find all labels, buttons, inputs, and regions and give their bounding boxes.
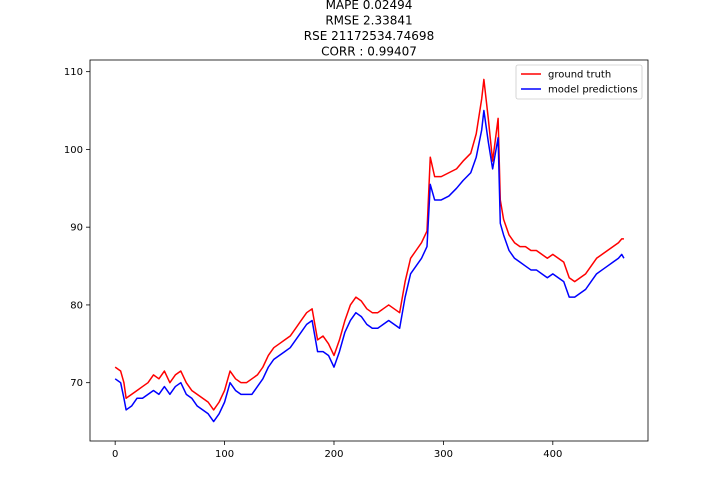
- axes-frame: [89, 59, 649, 442]
- y-axis: 70 80 90 100 110: [64, 67, 90, 389]
- title-line: CORR : 0.99407: [321, 45, 417, 59]
- y-tick-label: 110: [64, 67, 83, 78]
- series-line-ground-truth: [114, 78, 624, 411]
- x-tick-label: 100: [215, 449, 234, 460]
- series-line-model-predictions: [114, 109, 625, 423]
- legend-box: [515, 64, 643, 100]
- series-layer: [114, 78, 625, 423]
- x-tick-label: 0: [112, 449, 118, 460]
- y-tick-label: 90: [70, 223, 83, 234]
- y-tick-label: 70: [70, 378, 83, 389]
- legend-label: ground truth: [548, 70, 611, 81]
- y-tick-label: 80: [70, 300, 83, 311]
- x-axis: 0 100 200 300 400: [112, 441, 562, 460]
- y-tick-label: 100: [64, 145, 83, 156]
- legend: ground truth model predictions: [515, 64, 643, 100]
- title-line: RSE 21172534.74698: [304, 29, 434, 43]
- x-tick-label: 300: [434, 449, 453, 460]
- plot-area: [89, 59, 649, 442]
- title-line: RMSE 2.33841: [325, 14, 412, 28]
- x-tick-label: 200: [324, 449, 343, 460]
- title-line: MAPE 0.02494: [326, 0, 413, 12]
- x-tick-label: 400: [543, 449, 562, 460]
- legend-label: model predictions: [548, 85, 638, 96]
